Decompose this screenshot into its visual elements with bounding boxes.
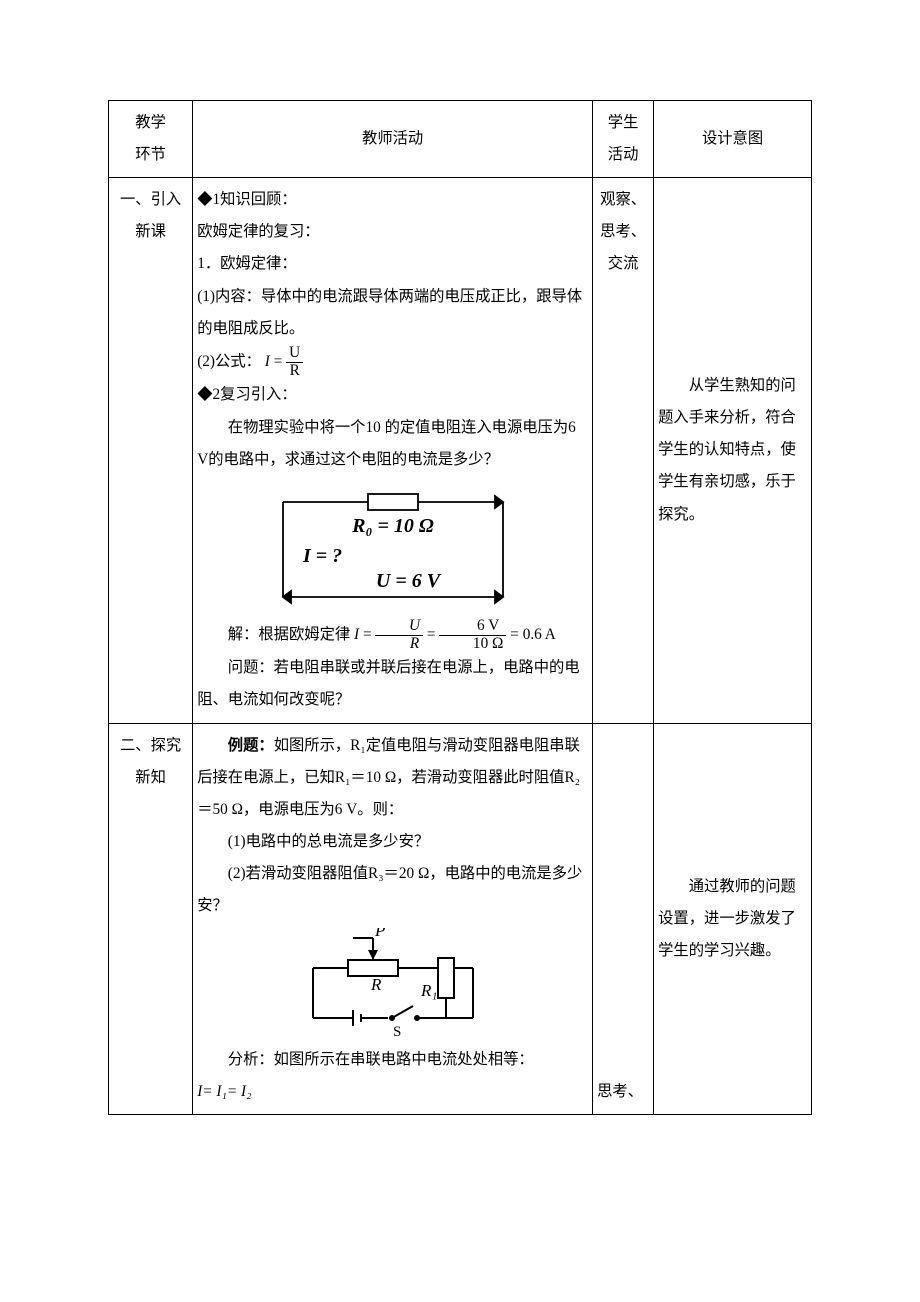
diagram2-R1: R₁ xyxy=(420,981,437,1000)
r2-q2: (2)若滑动变阻器阻值R₃＝20 Ω，电路中的电流是多少安？ xyxy=(197,858,588,922)
stage-intro: 一、引入 新课 xyxy=(109,178,193,723)
r2-t1-pre: 例题： xyxy=(228,737,274,754)
circuit-diagram-1: R₀ = 10 Ω I = ? U = 6 V xyxy=(197,482,588,612)
diagram2-S: S xyxy=(393,1024,401,1038)
t3: 1．欧姆定律： xyxy=(197,248,588,280)
stage-explore-l2: 新知 xyxy=(135,769,166,786)
t8-den2: 10 Ω xyxy=(439,636,506,653)
stage-explore: 二、探究 新知 xyxy=(109,723,193,1115)
r2-t3-text: I= I₁= I₂ xyxy=(197,1083,251,1100)
r2-t1: 例题：如图所示，R₁定值电阻与滑动变阻器电阻串联后接在电源上，已知R₁＝10 Ω… xyxy=(197,730,588,826)
t8-frac1: U R xyxy=(375,618,423,653)
header-teacher: 教师活动 xyxy=(193,101,593,178)
t8: 解：根据欧姆定律 I = U R = 6 V 10 Ω = 0.6 A xyxy=(197,618,588,653)
circuit-diagram-2: P R R₁ S xyxy=(197,928,588,1038)
header-design: 设计意图 xyxy=(654,101,812,178)
r2-t2: 分析：如图所示在串联电路中电流处处相等： xyxy=(197,1044,588,1076)
header-stage-l2: 环节 xyxy=(135,146,166,163)
r2-t3: I= I₁= I₂ xyxy=(197,1076,588,1108)
document-page: 教学 环节 教师活动 学生 活动 设计意图 一、引入 新课 ◆1知识回顾： 欧姆… xyxy=(0,0,920,1155)
t8-res: 0.6 A xyxy=(523,626,556,643)
t5-eq: = xyxy=(274,353,286,370)
diagram1-u: U = 6 V xyxy=(376,570,442,592)
teacher-intro: ◆1知识回顾： 欧姆定律的复习： 1．欧姆定律： (1)内容：导体中的电流跟导体… xyxy=(193,178,593,723)
stage-intro-l2: 新课 xyxy=(135,223,166,240)
header-stage: 教学 环节 xyxy=(109,101,193,178)
t5-I: I xyxy=(265,353,270,370)
t8-frac2: 6 V 10 Ω xyxy=(439,618,506,653)
design-explore-text: 通过教师的问题设置，进一步激发了学生的学习兴趣。 xyxy=(658,871,807,967)
t8-eq1: = xyxy=(363,626,375,643)
t8-I: I xyxy=(354,626,359,643)
stage-intro-l1: 一、引入 xyxy=(120,191,181,208)
t8-num2: 6 V xyxy=(439,618,506,636)
header-student-l2: 活动 xyxy=(608,146,639,163)
t6: ◆2复习引入： xyxy=(197,379,588,411)
row-explore: 二、探究 新知 例题：如图所示，R₁定值电阻与滑动变阻器电阻串联后接在电源上，已… xyxy=(109,723,812,1115)
student-intro: 观察、思考、交流 xyxy=(593,178,654,723)
t8-pre: 解：根据欧姆定律 xyxy=(228,626,350,643)
t8-eq2: = xyxy=(427,626,439,643)
t9: 问题：若电阻串联或并联后接在电源上，电路中的电阻、电流如何改变呢？ xyxy=(197,652,588,716)
lesson-plan-table: 教学 环节 教师活动 学生 活动 设计意图 一、引入 新课 ◆1知识回顾： 欧姆… xyxy=(108,100,812,1115)
t1: ◆1知识回顾： xyxy=(197,184,588,216)
t4: (1)内容：导体中的电流跟导体两端的电压成正比，跟导体的电阻成反比。 xyxy=(197,281,588,345)
diagram2-P: P xyxy=(374,928,385,940)
t5-num: U xyxy=(286,345,303,363)
design-explore: 通过教师的问题设置，进一步激发了学生的学习兴趣。 xyxy=(654,723,812,1115)
diagram1-i: I = ? xyxy=(302,545,342,567)
t8-eq3: = xyxy=(510,626,522,643)
t5: (2)公式： I = U R xyxy=(197,345,588,380)
header-student: 学生 活动 xyxy=(593,101,654,178)
t5-pre: (2)公式： xyxy=(197,353,261,370)
diagram2-R: R xyxy=(370,975,382,994)
diagram1-r0: R₀ = 10 Ω xyxy=(351,515,434,537)
stage-explore-l1: 二、探究 xyxy=(120,737,181,754)
t5-frac: U R xyxy=(286,345,303,380)
header-row: 教学 环节 教师活动 学生 活动 设计意图 xyxy=(109,101,812,178)
teacher-explore: 例题：如图所示，R₁定值电阻与滑动变阻器电阻串联后接在电源上，已知R₁＝10 Ω… xyxy=(193,723,593,1115)
t5-den: R xyxy=(286,363,303,380)
r2-q1: (1)电路中的总电流是多少安？ xyxy=(197,826,588,858)
t7: 在物理实验中将一个10 的定值电阻连入电源电压为6 V的电路中，求通过这个电阻的… xyxy=(197,412,588,476)
header-student-l1: 学生 xyxy=(608,114,639,131)
t8-den1: R xyxy=(375,636,423,653)
header-stage-l1: 教学 xyxy=(135,114,166,131)
t2: 欧姆定律的复习： xyxy=(197,216,588,248)
design-intro: 从学生熟知的问题入手来分析，符合学生的认知特点，使学生有亲切感，乐于探究。 xyxy=(654,178,812,723)
row-intro: 一、引入 新课 ◆1知识回顾： 欧姆定律的复习： 1．欧姆定律： (1)内容：导… xyxy=(109,178,812,723)
design-intro-text: 从学生熟知的问题入手来分析，符合学生的认知特点，使学生有亲切感，乐于探究。 xyxy=(658,370,807,531)
student-explore: 思考、 xyxy=(593,723,654,1115)
t8-num1: U xyxy=(375,618,423,636)
